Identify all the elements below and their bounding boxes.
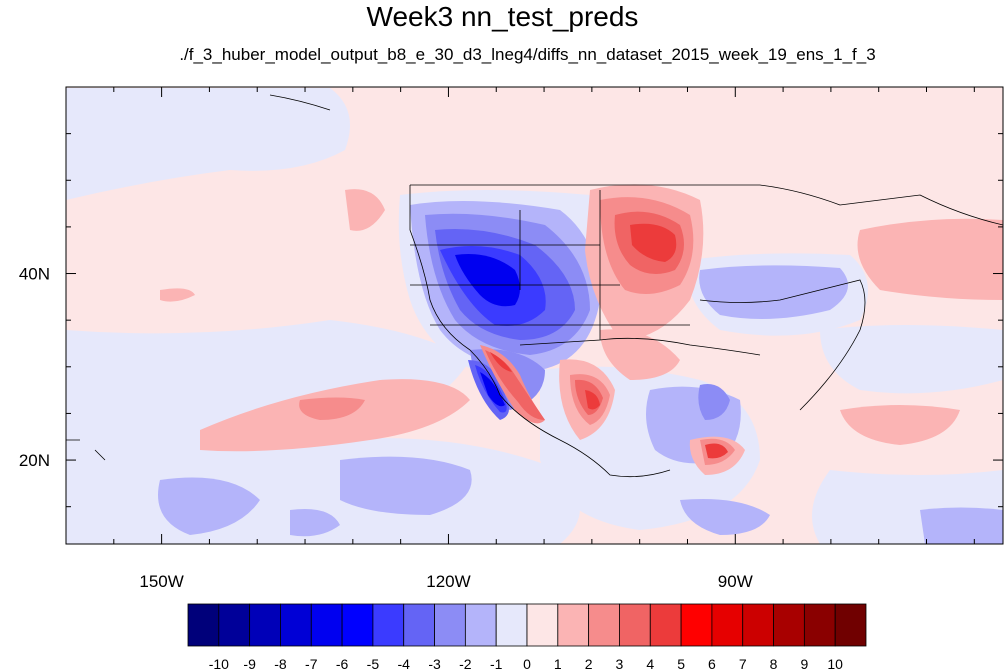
y-tick-label: 40N <box>19 265 50 284</box>
contour-fields <box>66 88 1003 544</box>
colorbar-swatch <box>588 603 620 647</box>
colorbar-swatch <box>464 603 497 647</box>
colorbar-swatch <box>249 603 281 647</box>
colorbar-swatch <box>619 603 651 647</box>
colorbar-label: -4 <box>398 656 411 672</box>
colorbar-swatch <box>649 603 682 647</box>
colorbar-label: 0 <box>523 656 531 672</box>
colorbar-swatch <box>680 603 713 647</box>
colorbar-label: 10 <box>827 656 843 672</box>
colorbar-label: -6 <box>336 656 349 672</box>
map-title: Week3 nn_test_preds <box>366 1 639 32</box>
colorbar-swatch <box>310 603 343 647</box>
colorbar-swatch <box>557 603 590 647</box>
colorbar-label: -10 <box>209 656 229 672</box>
colorbar-label: -9 <box>243 656 256 672</box>
colorbar-swatch <box>773 603 805 647</box>
colorbar-label: 6 <box>708 656 716 672</box>
coastlines-and-borders <box>66 94 1003 478</box>
colorbar-label: -5 <box>367 656 380 672</box>
anomaly-minus6-regions <box>455 254 520 407</box>
colorbar-label: 9 <box>800 656 808 672</box>
colorbar-swatch <box>711 603 744 647</box>
colorbar-swatch <box>495 603 528 647</box>
colorbar-label: 4 <box>646 656 654 672</box>
colorbar-swatch <box>218 603 251 647</box>
x-tick-label: 150W <box>139 572 183 591</box>
map-subtitle: ./f_3_huber_model_output_b8_e_30_d3_lneg… <box>179 45 876 64</box>
colorbar-label: -3 <box>428 656 441 672</box>
colorbar-swatch <box>434 603 466 647</box>
colorbar-swatch <box>372 603 405 647</box>
axes: 150W 120W 90W 40N 20N <box>19 87 1003 591</box>
colorbar-label: -2 <box>459 656 472 672</box>
colorbar-label: -1 <box>490 656 503 672</box>
colorbar-label: 7 <box>739 656 747 672</box>
x-tick-label: 90W <box>718 572 753 591</box>
plot-frame <box>65 86 1004 545</box>
anomaly-plus4-regions <box>490 223 728 459</box>
colorbar-swatch <box>403 603 435 647</box>
colorbar-swatch <box>280 603 312 647</box>
colorbar-label: 2 <box>585 656 593 672</box>
colorbar-swatch <box>187 603 220 647</box>
y-tick-label: 20N <box>19 451 50 470</box>
colorbar-swatch <box>341 603 374 647</box>
colorbar-swatch <box>834 603 867 647</box>
colorbar-swatch <box>526 603 559 647</box>
colorbar: -10 -9 -8 -7 -6 -5 -4 -3 -2 -1 0 1 2 3 4 5 6 7 8 9 10 <box>187 603 867 672</box>
colorbar-label: 8 <box>770 656 778 672</box>
colorbar-swatch <box>742 603 774 647</box>
colorbar-label: -7 <box>305 656 318 672</box>
colorbar-label: 1 <box>554 656 562 672</box>
colorbar-label: 5 <box>677 656 685 672</box>
colorbar-label: -8 <box>274 656 287 672</box>
colorbar-swatch <box>803 603 836 647</box>
x-tick-label: 120W <box>426 572 470 591</box>
colorbar-label: 3 <box>616 656 624 672</box>
